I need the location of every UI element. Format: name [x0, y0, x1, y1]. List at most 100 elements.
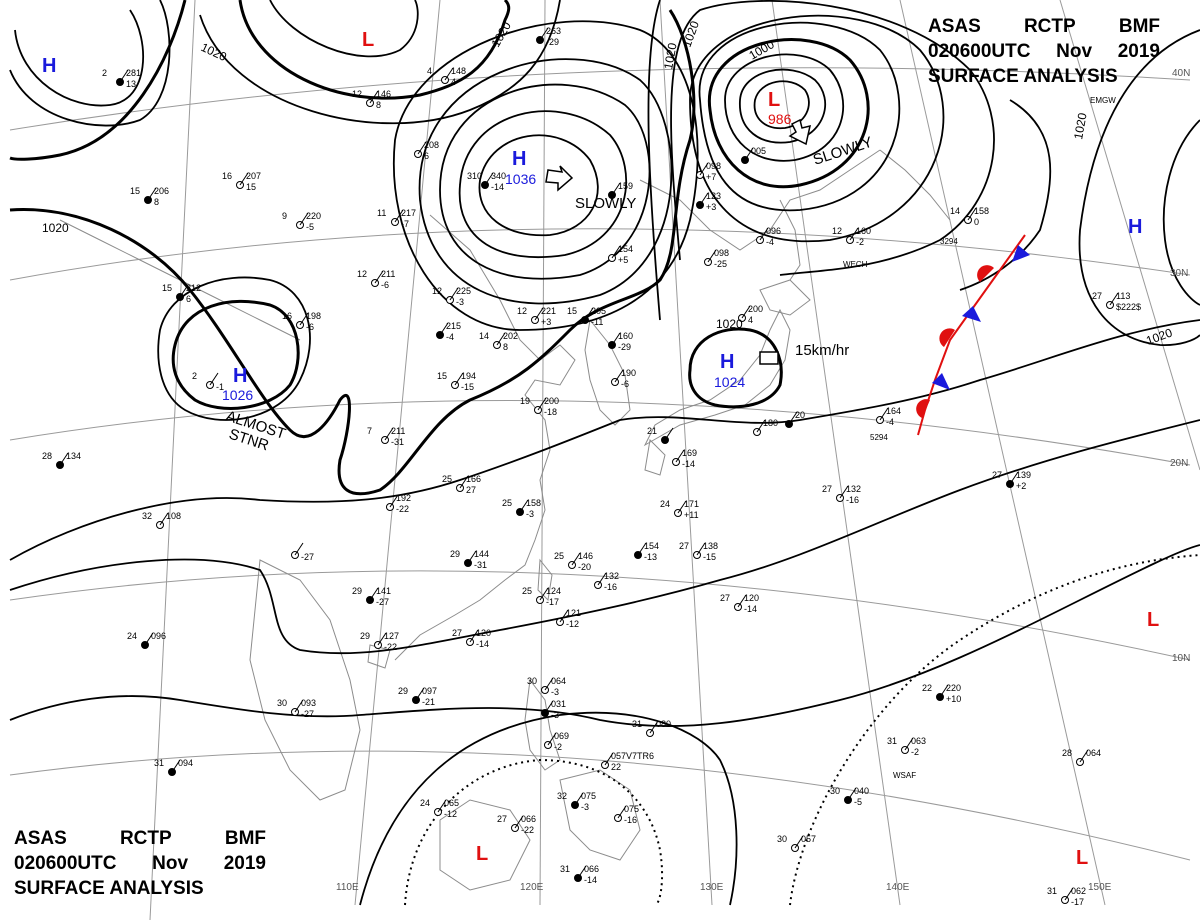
movement-arrows [545, 118, 811, 365]
station-value-p: 062 [1071, 886, 1086, 896]
station-value-p: 123 [706, 191, 721, 201]
parallel-20n [9, 400, 1191, 466]
isobar-east-high-1020 [1078, 29, 1200, 346]
station-tag: EMGW [1090, 96, 1116, 105]
isobar-l986-3 [724, 53, 845, 162]
station-value-d: -27 [376, 597, 389, 607]
isobar-label: 1020 [1071, 111, 1089, 140]
wind-barb [394, 209, 404, 223]
station-value-d: 0 [974, 217, 979, 227]
grid-labels: 110E 120E 130E 140E 150E 40N 30N 20N 10N [336, 68, 1190, 893]
station-value-p: 154 [618, 244, 633, 254]
wind-barb [696, 542, 706, 556]
station-value-d: -7 [401, 219, 409, 229]
wind-barb [571, 552, 581, 566]
japan-kyushu [644, 438, 666, 476]
station-value-p: 121 [566, 608, 581, 618]
wind-barb [369, 587, 379, 601]
station-value-d: -16 [624, 815, 637, 825]
low-center-symbol: L [476, 843, 488, 865]
station-value-d: 4 [451, 77, 456, 87]
isobar-label: 1020 [716, 317, 743, 331]
station-value-p: 063 [911, 736, 926, 746]
header-station: RCTP [119, 828, 172, 849]
wind-barb [664, 427, 674, 441]
wind-barb [537, 397, 547, 411]
station-value-d: -1 [216, 382, 224, 392]
station-value-p: 20 [795, 410, 805, 420]
movement-label-h1036: SLOWLY [575, 195, 636, 212]
station-value-d: -3 [581, 802, 589, 812]
wind-barb [597, 572, 607, 586]
station-value-d: -12 [444, 809, 457, 819]
wind-barb [967, 207, 977, 221]
wind-barb [384, 427, 394, 441]
station-value-t: 14 [950, 206, 960, 216]
latitude-label: 40N [1172, 68, 1190, 79]
isobar-1020-nw [9, 0, 187, 161]
wind-barb [484, 172, 494, 186]
station-value-p: 005 [751, 146, 766, 156]
isobar-nw-high-1 [14, 9, 145, 107]
longitude-label: 120E [520, 882, 544, 893]
wind-barb [617, 805, 627, 819]
station-value-t: 29 [360, 631, 370, 641]
isobar-1016-mid [9, 319, 1200, 561]
header-product: SURFACE ANALYSIS [14, 878, 204, 899]
meridian-130e [659, 0, 713, 906]
station-value-d: -3 [551, 687, 559, 697]
station-value-t: 2 [102, 68, 107, 78]
station-value-p: 217 [401, 208, 416, 218]
station-value-t: 28 [1062, 748, 1072, 758]
station-value-t: 31 [887, 736, 897, 746]
arrow-h1036-motion [545, 165, 574, 192]
arrow-h1024-motion [759, 351, 779, 365]
low-center-symbol: L [768, 89, 780, 111]
wind-barb [577, 865, 587, 879]
station-value-d: -4 [886, 417, 894, 427]
station-value-d: -25 [714, 259, 727, 269]
station-value-t: 14 [479, 331, 489, 341]
station-value-p: 212 [186, 283, 201, 293]
station-value-t: 19 [520, 396, 530, 406]
wind-barb [299, 312, 309, 326]
station-value-p: 158 [974, 206, 989, 216]
station-value-p: 066 [584, 864, 599, 874]
station-value-p: 132 [604, 571, 619, 581]
high-center-value: 1036 [505, 171, 536, 187]
wind-barb [179, 284, 189, 298]
station-value-d: -18 [544, 407, 557, 417]
wind-barb [496, 332, 506, 346]
station-value-d: -3 [551, 710, 559, 720]
station-value-d: -14 [476, 639, 489, 649]
station-value-p: 098 [714, 248, 729, 258]
station-value-t: 28 [42, 451, 52, 461]
station-value-p: 097 [422, 686, 437, 696]
wind-barb [737, 594, 747, 608]
isobar-north-low-1 [269, 0, 419, 58]
isobar-north-low-2 [238, 0, 511, 100]
low-center-symbol: L [1076, 847, 1088, 869]
station-value-p: 132 [846, 484, 861, 494]
wind-barb [839, 485, 849, 499]
station-value-p: 124 [546, 586, 561, 596]
wind-barb [1079, 749, 1089, 763]
station-value-p: 146 [376, 89, 391, 99]
dotted-southwest-low [404, 758, 664, 906]
station-value-d: -15 [461, 382, 474, 392]
wind-barb [437, 799, 447, 813]
wind-barb [469, 629, 479, 643]
station-value-p: 144 [474, 549, 489, 559]
wind-barb [879, 407, 889, 421]
station-value-p: 127 [384, 631, 399, 641]
wind-barb [788, 411, 798, 425]
station-value-d: -31 [391, 437, 404, 447]
station-value-p: 220 [946, 683, 961, 693]
wind-barb [614, 369, 624, 383]
station-value-t: 15 [567, 306, 577, 316]
isobar-label: 1020 [42, 221, 69, 235]
station-value-t: 27 [497, 814, 507, 824]
station-value-d: -3 [526, 509, 534, 519]
wind-barb [611, 245, 621, 259]
